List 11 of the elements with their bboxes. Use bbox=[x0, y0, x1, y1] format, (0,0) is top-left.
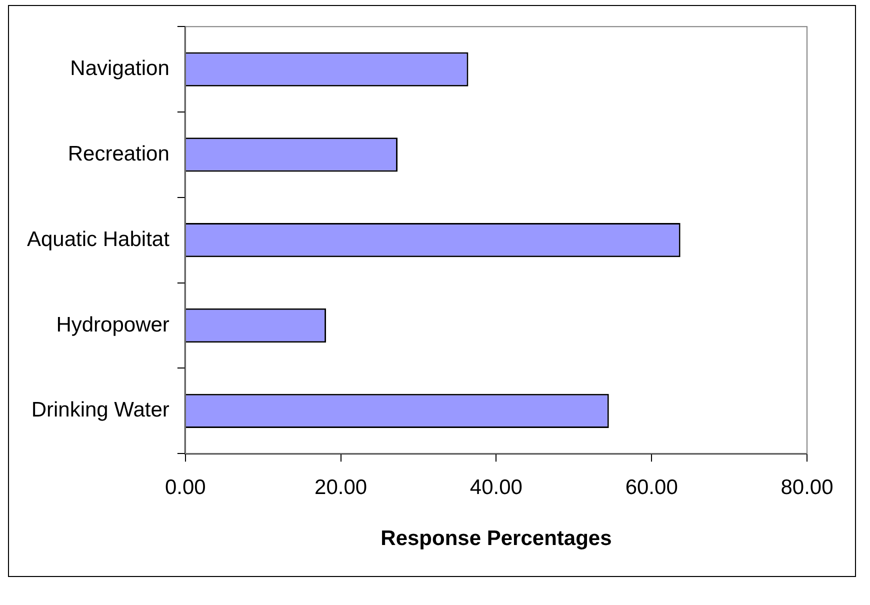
y-tick-label: Navigation bbox=[70, 57, 170, 80]
y-tick-label: Aquatic Habitat bbox=[26, 228, 170, 251]
x-tick-label: 80.00 bbox=[780, 476, 834, 499]
x-tick-label: 20.00 bbox=[314, 476, 368, 499]
x-tick-label: 0.00 bbox=[164, 476, 206, 499]
y-tick-label: Recreation bbox=[68, 142, 170, 166]
x-tick-label: 40.00 bbox=[470, 476, 522, 499]
x-axis-title: Response Percentages bbox=[380, 527, 612, 550]
y-tick-label: Hydropower bbox=[56, 313, 170, 336]
y-tick-label: Drinking Water bbox=[31, 398, 170, 422]
x-tick-label: 60.00 bbox=[625, 476, 678, 499]
